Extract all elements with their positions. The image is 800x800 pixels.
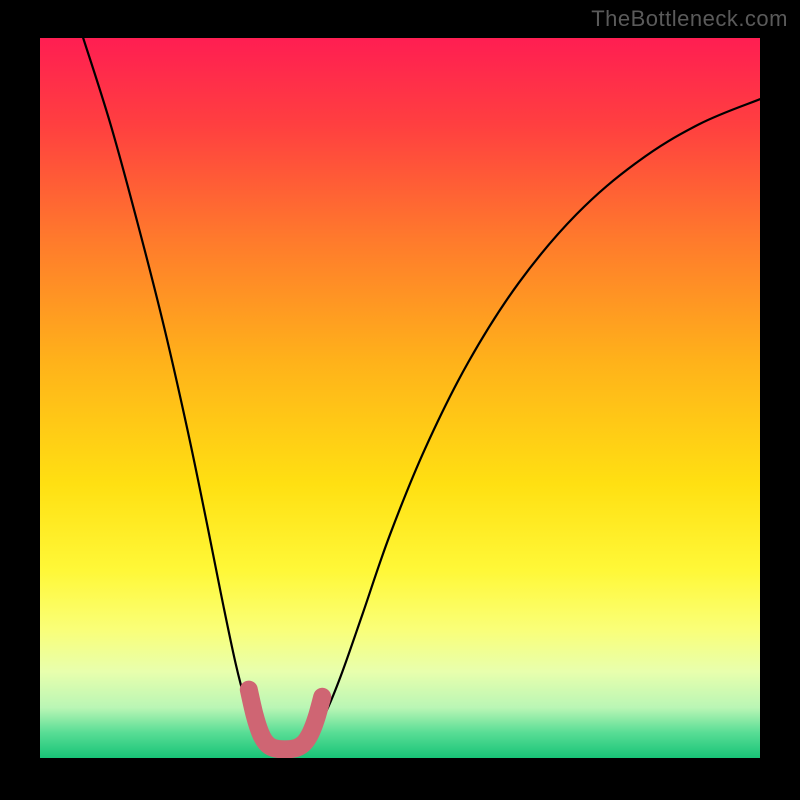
watermark-text: TheBottleneck.com <box>591 6 788 32</box>
chart-frame: TheBottleneck.com <box>0 0 800 800</box>
chart-svg <box>0 0 800 800</box>
plot-area <box>40 38 760 758</box>
heatmap-gradient <box>40 38 760 758</box>
